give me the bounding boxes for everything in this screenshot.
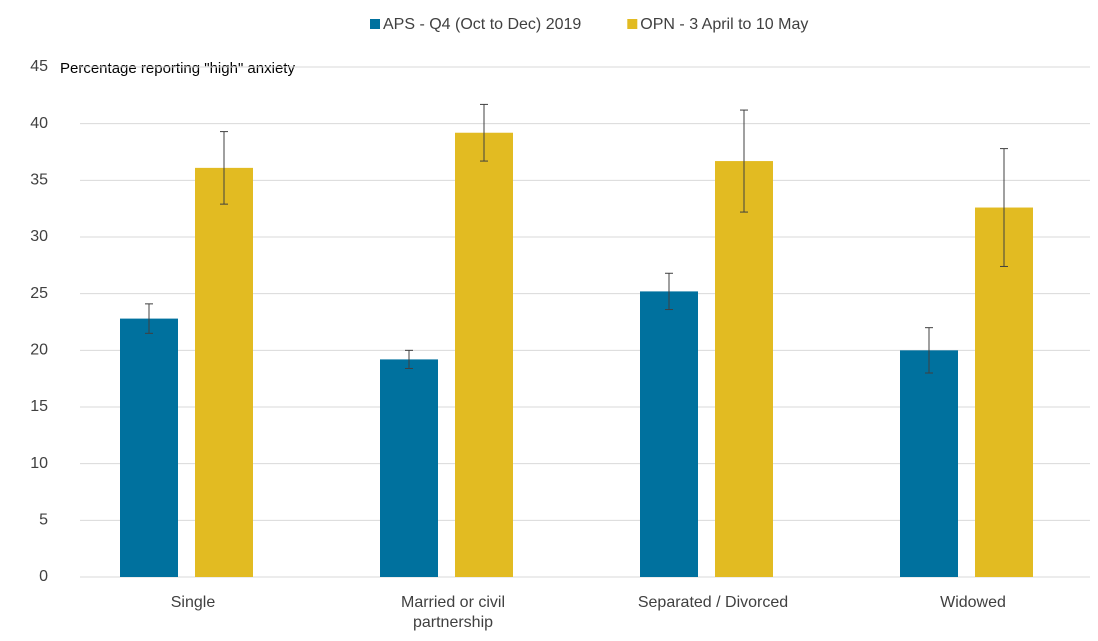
bar [900, 350, 958, 577]
y-tick-label: 25 [30, 285, 48, 302]
y-tick-label: 35 [30, 172, 48, 189]
y-tick-label: 5 [39, 512, 48, 529]
bar [120, 318, 178, 577]
bar [640, 291, 698, 577]
x-tick-label: Married or civil partnership [400, 594, 505, 631]
x-tick-label: Widowed [940, 594, 1006, 611]
y-tick-label: 45 [30, 58, 48, 75]
bar [455, 132, 513, 577]
y-tick-label: 15 [30, 398, 48, 415]
error-bar [1000, 148, 1008, 267]
chart-subtitle: Percentage reporting "high" anxiety [60, 60, 295, 77]
bar [715, 161, 773, 578]
error-bar [405, 349, 413, 369]
y-tick-label: 20 [30, 342, 48, 359]
legend-swatch [370, 19, 380, 29]
legend-swatch [627, 19, 638, 29]
x-tick-label: Single [170, 594, 216, 611]
error-bar [220, 131, 228, 205]
error-bar [740, 109, 748, 213]
error-bar [145, 303, 153, 334]
y-tick-label: 30 [30, 228, 48, 245]
bar [975, 207, 1033, 578]
y-tick-label: 0 [39, 568, 48, 585]
error-bar [665, 272, 673, 311]
bar [195, 167, 253, 577]
legend-label: APS - Q4 (Oct to Dec) 2019 [383, 16, 581, 33]
x-tick-label: Separated / Divorced [637, 594, 789, 611]
error-bar [925, 327, 933, 374]
bar [380, 359, 438, 577]
y-tick-label: 40 [30, 115, 48, 132]
y-tick-label: 10 [30, 455, 48, 472]
legend-label: OPN - 3 April to 10 May [640, 16, 808, 33]
error-bar [480, 103, 488, 162]
